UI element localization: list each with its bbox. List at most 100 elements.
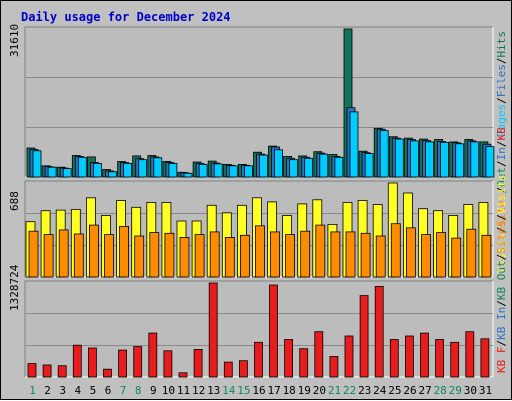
bar-kb-f: [480, 338, 490, 378]
bar-sites: [481, 234, 492, 278]
bar-pages: [379, 130, 389, 178]
legend-item: Sites: [495, 221, 508, 254]
legend-item: KB Out: [495, 260, 508, 300]
legend-item: KB: [495, 127, 508, 141]
y-max-label: 1328724: [8, 264, 21, 311]
bar-sites: [466, 228, 477, 278]
bar-kb-f: [314, 331, 324, 378]
bar-pages: [213, 163, 223, 178]
bar-pages: [77, 156, 87, 178]
bar-kb-f: [103, 368, 112, 378]
bar-pages: [455, 143, 465, 178]
bar-pages: [183, 172, 193, 178]
bar-pages: [364, 153, 374, 178]
legend-item: /: [495, 58, 508, 65]
bar-pages: [394, 138, 404, 178]
bar-kb-f: [389, 339, 399, 378]
x-tick-label: 17: [267, 384, 280, 397]
legend-item: In: [495, 147, 508, 160]
bar-pages: [108, 171, 117, 178]
bar-pages: [440, 141, 450, 178]
bar-kb-f: [57, 365, 67, 378]
bar-pages: [259, 154, 268, 178]
bar-kb-f: [269, 284, 278, 378]
x-tick-label: 6: [105, 384, 112, 397]
bar-kb-f: [163, 350, 173, 378]
bar-sites: [270, 231, 280, 278]
legend-item: /: [495, 160, 508, 167]
bar-pages: [334, 156, 344, 178]
x-tick-label: 31: [479, 384, 492, 397]
bar-kb-f: [238, 360, 248, 378]
bar-kb-f: [435, 339, 445, 378]
bar-kb-f: [374, 285, 384, 378]
bar-kb-f: [42, 364, 52, 378]
legend-item: /: [495, 97, 508, 104]
x-tick-label: 20: [313, 384, 326, 397]
bar-kb-f: [344, 335, 354, 378]
bar-sites: [330, 231, 341, 278]
bar-sites: [119, 225, 129, 278]
x-tick-label: 1: [29, 384, 36, 397]
bar-sites: [436, 232, 447, 278]
x-tick-label: 3: [59, 384, 66, 397]
bar-sites: [360, 232, 371, 278]
x-tick-label: 4: [74, 384, 81, 397]
bar-pages: [425, 141, 434, 178]
chart-panels: 31610Pages/Files/Hits688Visits/Sites/Out…: [8, 24, 508, 378]
bar-sites: [134, 235, 145, 278]
x-tick-label: 15: [237, 384, 250, 397]
legend-item: /: [495, 214, 508, 221]
bar-sites: [194, 234, 205, 278]
bar-pages: [319, 153, 329, 178]
bar-sites: [28, 230, 39, 278]
x-tick-label: 12: [192, 384, 205, 397]
x-tick-label: 7: [120, 384, 127, 397]
bar-pages: [93, 162, 102, 178]
bar-sites: [89, 224, 99, 278]
bar-pages: [62, 168, 72, 178]
bar-kb-f: [208, 282, 218, 378]
legend-item: Sites: [495, 194, 508, 227]
x-tick-label: 26: [403, 384, 416, 397]
bar-kb-f: [329, 356, 339, 378]
legend-item: Hits: [495, 31, 508, 58]
bar-pages: [274, 149, 283, 178]
bar-pages: [47, 166, 57, 178]
bar-sites: [285, 234, 296, 278]
chart-title: Daily usage for December 2024: [21, 10, 231, 24]
legend-item: Files: [495, 64, 508, 97]
bar-pages: [243, 165, 253, 178]
x-tick-label: 14: [222, 384, 236, 397]
legend-item: KB In: [495, 307, 508, 340]
legend: Pages/Files/Hits: [495, 31, 508, 137]
x-tick-label: 22: [343, 384, 356, 397]
legend: Visits/Sites/Out/In/KB: [495, 127, 508, 273]
x-tick-label: 13: [207, 384, 220, 397]
bar-sites: [43, 234, 54, 278]
bar-kb-f: [404, 335, 414, 378]
bar-kb-f: [133, 346, 143, 378]
legend-item: /: [495, 340, 508, 347]
bar-kb-f: [27, 363, 37, 378]
bar-sites: [255, 225, 265, 278]
x-tick-label: 10: [162, 384, 175, 397]
bar-sites: [73, 233, 84, 278]
bar-kb-f: [465, 331, 475, 378]
x-tick-label: 11: [177, 384, 190, 397]
bar-pages: [198, 163, 208, 178]
legend-item: KB F: [495, 347, 508, 374]
bar-kb-f: [193, 348, 203, 378]
legend-item: Visits: [495, 174, 508, 214]
bar-kb-f: [72, 344, 82, 378]
bar-sites: [405, 227, 416, 278]
bar-pages: [470, 141, 480, 178]
bar-kb-f: [254, 341, 263, 378]
bar-kb-f: [148, 332, 158, 378]
bar-sites: [300, 230, 311, 278]
legend-item: /: [495, 300, 508, 307]
bar-sites: [104, 234, 114, 278]
